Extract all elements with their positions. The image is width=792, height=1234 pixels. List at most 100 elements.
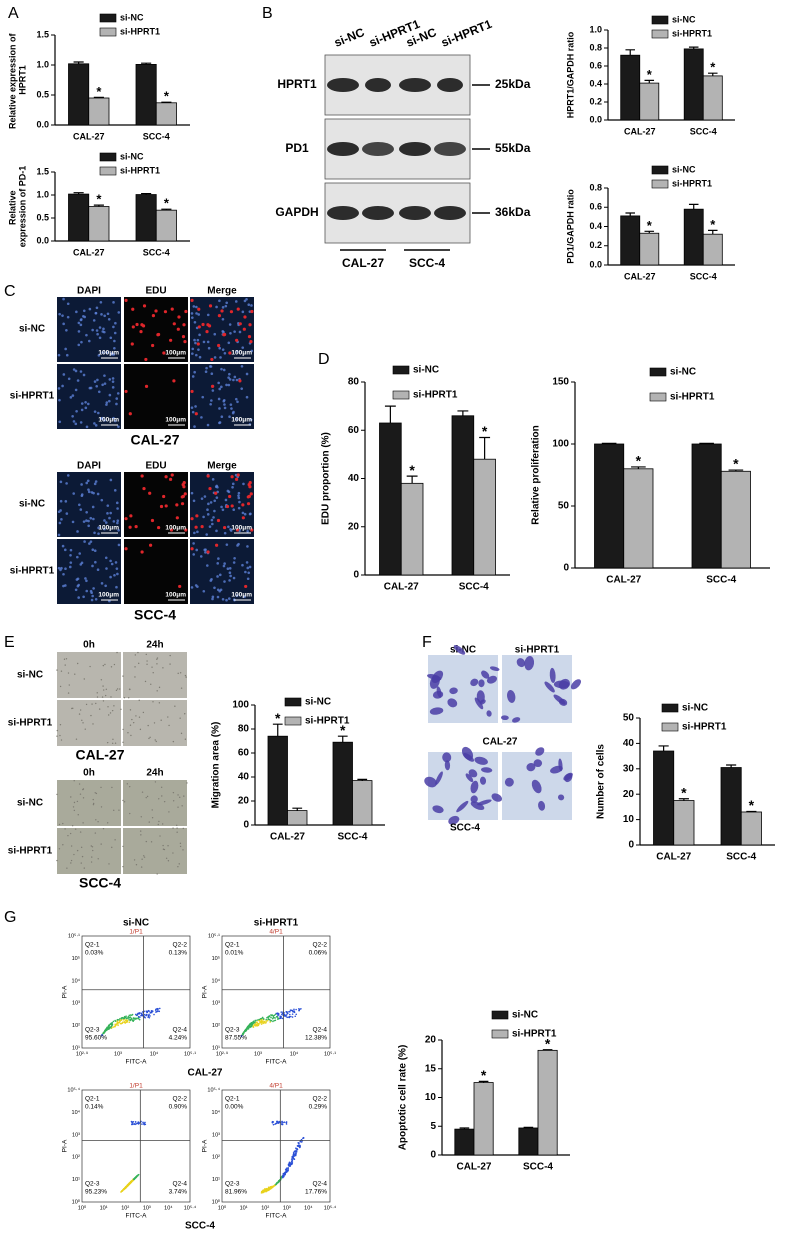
bar	[352, 780, 373, 826]
cell	[70, 862, 72, 864]
event	[137, 1015, 140, 1018]
blot-band	[327, 206, 359, 220]
nucleus	[86, 479, 90, 483]
nucleus	[82, 309, 86, 313]
wound-image	[123, 828, 187, 874]
cell	[67, 672, 70, 674]
nucleus	[107, 317, 111, 321]
edu-nucleus	[246, 495, 250, 499]
nucleus	[202, 515, 205, 519]
y-axis-label: Relative expression of HPRT1	[8, 31, 28, 129]
cell	[128, 688, 131, 690]
event	[143, 1013, 146, 1016]
error-bar	[161, 208, 172, 211]
nucleus	[223, 562, 226, 565]
y-tick-label: 0	[243, 820, 249, 831]
event	[143, 1123, 146, 1126]
nucleus	[249, 512, 252, 516]
edu-nucleus	[194, 412, 198, 416]
nucleus	[80, 493, 84, 496]
nucleus	[221, 330, 225, 333]
edu-nucleus	[247, 335, 252, 339]
nucleus	[92, 319, 96, 322]
cell	[98, 708, 101, 710]
nucleus	[232, 508, 236, 512]
event	[300, 1008, 302, 1010]
panel-label: B	[262, 5, 273, 22]
cell	[159, 835, 161, 837]
edu-nucleus	[206, 474, 210, 478]
cell	[102, 664, 105, 667]
legend-swatch	[99, 166, 117, 176]
panel-label: E	[4, 634, 15, 651]
event	[122, 1188, 125, 1191]
protein-label: PD1	[285, 141, 309, 155]
nucleus	[84, 406, 88, 410]
nucleus	[80, 340, 83, 344]
nucleus	[85, 333, 88, 337]
edu-nucleus	[235, 528, 240, 532]
flow-y-tick: 10⁴	[72, 1109, 81, 1116]
nucleus	[69, 561, 73, 564]
nucleus	[91, 505, 95, 509]
nucleus	[243, 512, 247, 516]
nucleus	[245, 297, 248, 301]
error-bar	[337, 735, 348, 743]
nucleus	[250, 349, 254, 353]
edu-nucleus	[156, 333, 160, 337]
nucleus	[90, 491, 94, 494]
group-label: CAL-27	[482, 737, 517, 748]
nucleus	[210, 399, 213, 402]
event	[285, 1168, 288, 1171]
flow-x-tick: 10⁵·¹	[324, 1050, 336, 1057]
nucleus	[105, 567, 108, 570]
edu-nucleus	[242, 327, 246, 331]
edu-nucleus	[164, 475, 168, 479]
y-tick-label: 0.0	[36, 235, 49, 245]
cell	[122, 728, 124, 731]
flow-y-tick: 10³	[212, 1132, 220, 1138]
edu-nucleus	[196, 342, 200, 346]
nucleus	[233, 375, 237, 379]
cell	[96, 692, 98, 694]
edu-nucleus	[217, 314, 222, 318]
event	[290, 1015, 292, 1018]
cell	[100, 786, 102, 789]
nucleus	[216, 485, 219, 489]
edu-nucleus	[235, 338, 239, 342]
event	[285, 1123, 288, 1125]
event	[142, 1121, 144, 1124]
event	[116, 1021, 119, 1023]
y-tick-label: 40	[348, 473, 360, 484]
nucleus	[116, 392, 120, 395]
quadrant-name: Q2-1	[85, 1096, 100, 1103]
lane-label: si-NC	[332, 25, 367, 50]
column-header: EDU	[145, 286, 166, 297]
nucleus	[190, 586, 194, 589]
y-tick-label: 0	[563, 563, 569, 574]
nucleus	[250, 304, 253, 307]
quadrant-name: Q2-2	[313, 1096, 328, 1103]
cell	[92, 802, 95, 805]
x-tick-label: SCC-4	[143, 247, 170, 257]
x-tick-label: CAL-27	[456, 1162, 491, 1173]
event	[124, 1019, 127, 1021]
nucleus	[72, 368, 76, 371]
cell	[432, 805, 444, 814]
cell	[110, 666, 113, 668]
event	[271, 1120, 274, 1123]
nucleus	[245, 372, 249, 376]
event	[120, 1017, 123, 1019]
cell	[122, 865, 124, 868]
flow-x-tick: 10³	[114, 1051, 122, 1057]
nucleus	[192, 499, 196, 503]
cell	[111, 742, 114, 744]
significance-mark: *	[710, 60, 716, 75]
event	[156, 1010, 158, 1013]
cell	[91, 703, 93, 705]
error-bar	[542, 1049, 553, 1051]
cell	[161, 795, 163, 797]
error-bar	[625, 49, 635, 56]
flow-x-tick: 10²·⁹	[216, 1050, 228, 1057]
bar	[400, 482, 424, 576]
